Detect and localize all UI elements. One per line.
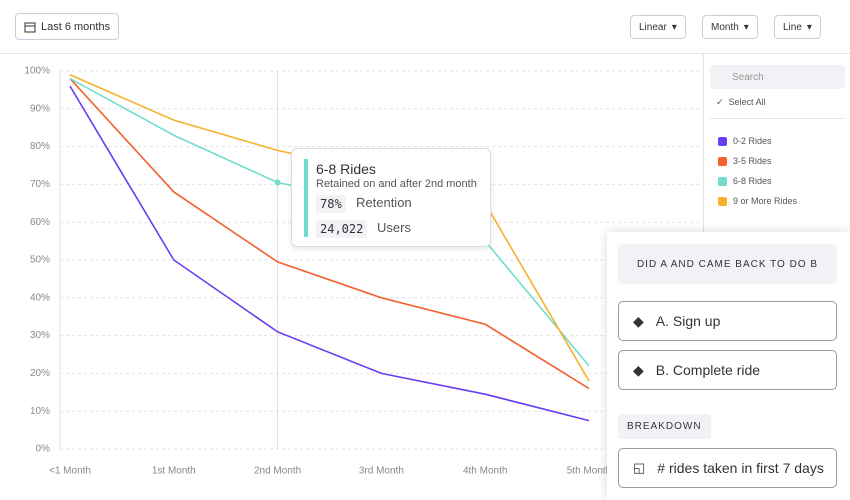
breakdown-item-label: # rides taken in first 7 days [657, 460, 824, 476]
legend-label: 9 or More Rides [733, 196, 798, 206]
calendar-icon [24, 22, 36, 32]
y-tick-label: 100% [24, 66, 50, 77]
legend-label: 3-5 Rides [733, 156, 772, 166]
retention-label: Retention [356, 195, 412, 210]
chart: 0% 10% 20% 30% 40% 50% 60% 70% 80% 90% 100% <1 Mont… [24, 66, 700, 477]
interval: Month [711, 21, 739, 33]
scale-button[interactable]: Linear ▾ [630, 15, 686, 39]
legend-item[interactable]: 3-5 Rides [718, 156, 772, 166]
x-tick-label: 4th Month [463, 466, 507, 477]
y-tick-label: 70% [30, 179, 50, 190]
y-tick-label: 30% [30, 330, 50, 341]
legend-item[interactable]: 9 or More Rides [718, 196, 797, 206]
y-tick-label: 40% [30, 292, 50, 303]
step-a[interactable]: ◆ A. Sign up [618, 301, 837, 341]
breakdown-heading: BREAKDOWN [618, 414, 711, 439]
y-tick-label: 80% [30, 141, 50, 152]
hover-point [274, 179, 281, 186]
legend-item[interactable]: 0-2 Rides [718, 136, 772, 146]
tooltip-title: 6-8 Rides [316, 161, 376, 177]
series-line [69, 85, 590, 422]
legend-swatch [718, 136, 727, 146]
legend-swatch [718, 156, 727, 166]
step-b[interactable]: ◆ B. Complete ride [618, 350, 837, 390]
y-tick-label: 90% [30, 103, 50, 114]
retention-value: 78% [316, 195, 346, 213]
x-tick-label: 1st Month [152, 466, 196, 477]
scale: Linear [639, 21, 667, 33]
tooltip-subtitle: Retained on and after 2nd month [316, 178, 477, 190]
y-tick-label: 60% [30, 217, 50, 228]
x-tick-label: 2nd Month [254, 466, 301, 477]
panel-heading: DID A AND CAME BACK TO DO B [618, 244, 837, 284]
legend-label: 0-2 Rides [733, 136, 772, 146]
date-range: Last 6 months [41, 20, 111, 33]
x-tick-label: 3rd Month [359, 466, 404, 477]
x-tick-label: 5th Month [567, 466, 611, 477]
select-all-label: Select All [728, 97, 766, 107]
legend-swatch [718, 176, 727, 186]
step-a-label: A. Sign up [655, 313, 721, 329]
breakdown-item[interactable]: ◱ # rides taken in first 7 days [618, 448, 837, 488]
users-label: Users [377, 220, 411, 235]
y-tick-label: 20% [30, 368, 50, 379]
legend-label: 6-8 Rides [733, 176, 772, 186]
step-b-label: B. Complete ride [655, 362, 761, 378]
y-tick-label: 0% [36, 444, 51, 455]
legend-item[interactable]: 6-8 Rides [718, 176, 772, 186]
x-tick-label: <1 Month [49, 466, 91, 477]
date-range-button[interactable]: Last 6 months [15, 13, 120, 40]
search-box[interactable]: Search [710, 65, 845, 89]
y-tick-label: 10% [30, 406, 50, 417]
legend-swatch [718, 196, 727, 206]
series-line [69, 78, 590, 390]
header-border [0, 53, 850, 54]
select-all[interactable]: ✓ Select All [716, 97, 766, 107]
users-value: 24,022 [316, 220, 368, 238]
chart-style: Line [783, 21, 802, 33]
interval-button[interactable]: Month ▾ [702, 15, 758, 39]
search-placeholder: Search [732, 71, 764, 83]
chart-style-button[interactable]: Line ▾ [774, 15, 821, 39]
y-tick-label: 50% [30, 255, 50, 266]
divider [710, 118, 845, 119]
tooltip: 6-8 Rides Retained on and after 2nd mont… [291, 148, 491, 247]
